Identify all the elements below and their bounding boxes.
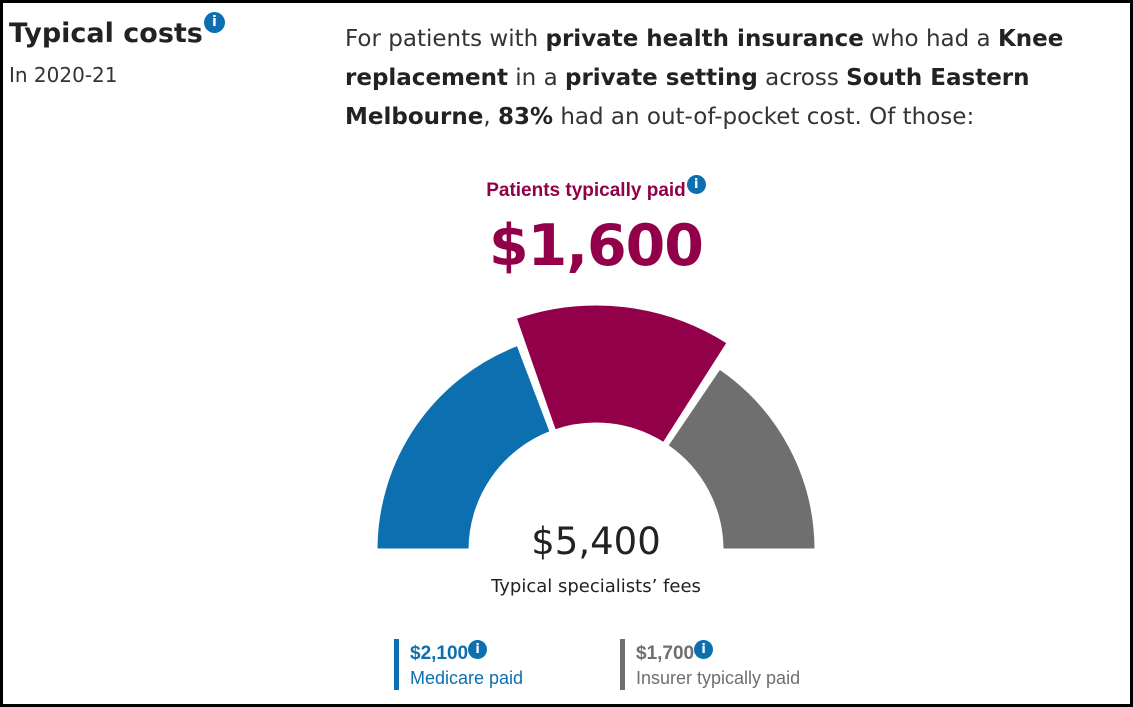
- section-heading: Typical costs i: [9, 12, 225, 49]
- legend-medicare-bar: [394, 639, 399, 690]
- summary-text: For patients with private health insuran…: [345, 20, 1115, 137]
- gauge-slice-patients-typically-paid: [513, 302, 731, 446]
- info-icon[interactable]: i: [686, 175, 706, 194]
- summary-procedure: Knee replacement: [345, 26, 1064, 91]
- total-fees-amount: $5,400: [531, 520, 661, 563]
- patients-paid-label: Patients typically paid: [486, 180, 686, 201]
- total-fees-label: Typical specialists’ fees: [491, 576, 701, 597]
- summary-region: South Eastern Melbourne: [345, 65, 1030, 130]
- medicare-amount: $2,100: [410, 643, 469, 664]
- info-icon[interactable]: i: [203, 12, 225, 33]
- summary-fragment: across: [757, 65, 847, 91]
- summary-fragment: For patients with: [345, 26, 546, 52]
- legend-medicare: $2,100 i Medicare paid: [394, 639, 523, 690]
- insurer-label: Insurer typically paid: [636, 668, 801, 688]
- legend-insurer: $1,700 i Insurer typically paid: [620, 639, 800, 690]
- summary-insurance: private health insurance: [545, 26, 864, 52]
- period-label: In 2020-21: [9, 63, 118, 87]
- summary-fragment: had an out-of-pocket cost. Of those:: [553, 104, 975, 130]
- cost-gauge-chart: [374, 302, 818, 552]
- medicare-label: Medicare paid: [410, 668, 524, 688]
- insurer-amount: $1,700: [636, 643, 695, 664]
- gauge-slice-medicare-paid: [374, 342, 554, 552]
- gauge-slice-insurer-typically-paid: [664, 365, 818, 552]
- summary-setting: private setting: [564, 65, 758, 91]
- info-icon[interactable]: i: [694, 640, 714, 659]
- patients-paid-amount: $1,600: [489, 213, 704, 279]
- summary-fragment: who had a: [863, 26, 998, 52]
- section-title: Typical costs: [9, 18, 203, 49]
- info-icon[interactable]: i: [468, 640, 488, 659]
- legend-insurer-bar: [620, 639, 625, 690]
- summary-fragment: in a: [507, 65, 565, 91]
- summary-fragment: ,: [483, 104, 498, 130]
- patients-paid-heading: Patients typically paid i: [0, 175, 1133, 202]
- summary-percent: 83%: [497, 104, 554, 130]
